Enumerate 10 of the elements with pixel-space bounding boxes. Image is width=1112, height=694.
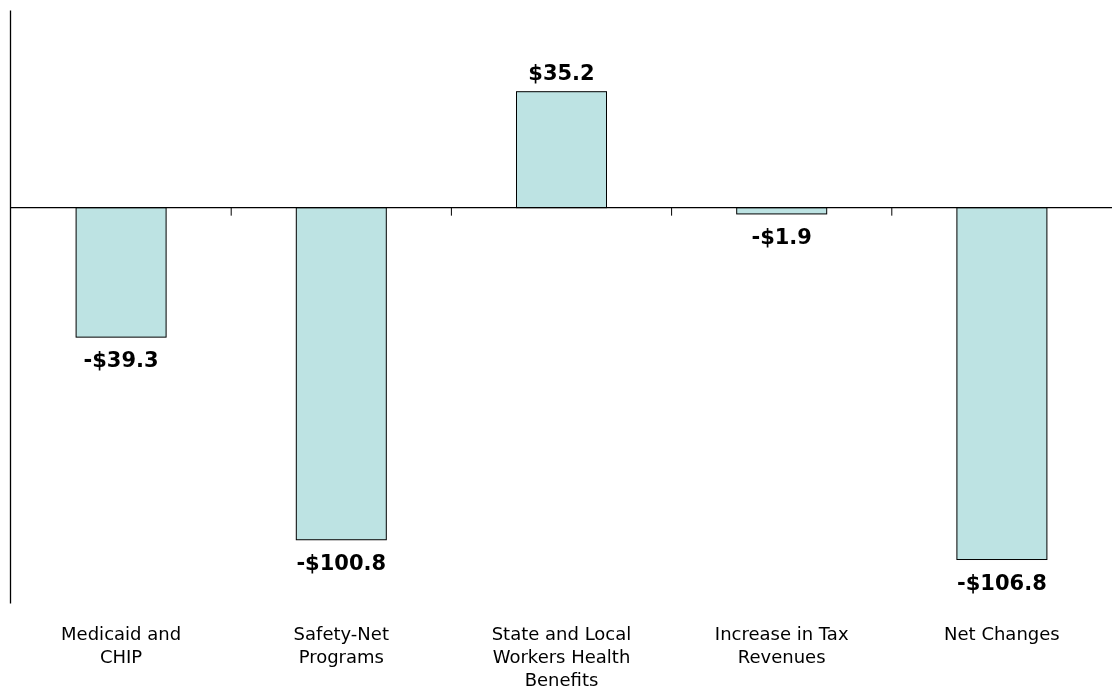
data-label: -$1.9	[751, 224, 812, 249]
data-label: -$106.8	[957, 570, 1047, 595]
x-tick-label: Medicaid and CHIP	[61, 623, 182, 667]
x-tick-label: Safety-Net Programs	[293, 623, 389, 667]
data-label: $35.2	[528, 60, 595, 85]
data-label: -$100.8	[296, 550, 387, 575]
data-label: -$39.3	[83, 348, 159, 373]
x-tick-label: State and Local Workers Health Benefits	[491, 623, 632, 690]
x-tick-label: Increase in Tax Revenues	[714, 623, 849, 667]
x-tick-label: Net Changes	[944, 623, 1060, 644]
